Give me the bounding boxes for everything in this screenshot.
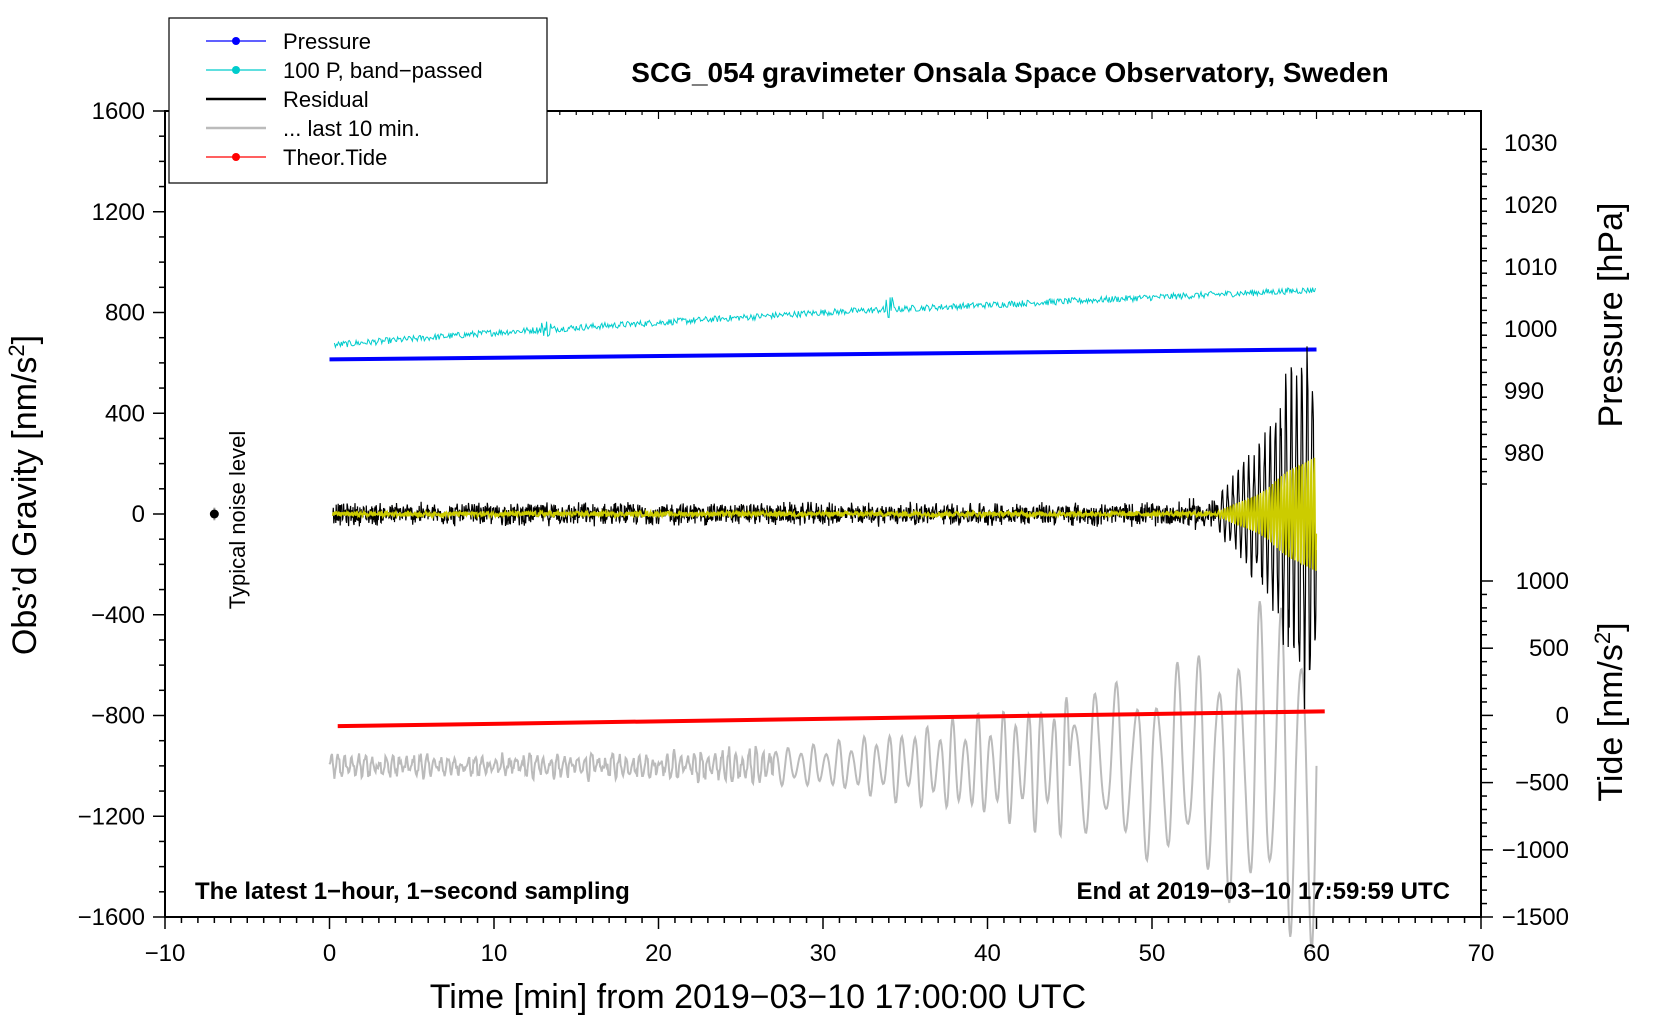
y-tick-label: −1200	[78, 803, 145, 830]
tick-labels: −10 0 10 20 30 40 50 60 70160012008004000−400−80…	[78, 98, 1569, 967]
noise-indicator: Typical noise level	[209, 431, 250, 610]
y-axis-title-gravity-sup: 2	[4, 344, 29, 356]
y-tick-label: −400	[91, 602, 145, 629]
note-end-time: End at 2019−03−10 17:59:59 UTC	[1076, 878, 1450, 905]
tide-tick-label: 1000	[1516, 568, 1569, 595]
legend-label: Theor.Tide	[283, 145, 387, 170]
series-band-passed-pressure	[333, 287, 1316, 349]
y-tick-label: 1600	[92, 98, 145, 125]
pressure-tick-label: 990	[1504, 378, 1544, 405]
x-tick-label: 60	[1303, 940, 1330, 967]
y-axis-title-tide: Tide [nm/s2]	[1590, 622, 1630, 801]
legend-label: Residual	[283, 87, 369, 112]
pressure-tick-label: 1020	[1504, 192, 1557, 219]
y-tick-label: 800	[105, 300, 145, 327]
noise-label: Typical noise level	[225, 431, 250, 610]
chart-title: SCG_054 gravimeter Onsala Space Observat…	[631, 57, 1388, 88]
tide-tick-label: −500	[1515, 770, 1569, 797]
y-axis-title-gravity: Obs’d Gravity [nm/s2]	[4, 335, 44, 655]
data-traces	[328, 287, 1325, 949]
x-tick-label: 20	[645, 940, 672, 967]
series-residual	[332, 346, 1317, 710]
y-tick-label: 0	[132, 501, 145, 528]
y-axis-title-tide-close: ]	[1592, 622, 1630, 631]
x-tick-label: 50	[1139, 940, 1166, 967]
pressure-tick-label: 1030	[1504, 130, 1557, 157]
pressure-tick-label: 980	[1504, 440, 1544, 467]
y-tick-label: −800	[91, 703, 145, 730]
x-tick-label: 40	[974, 940, 1001, 967]
tide-tick-label: −1500	[1502, 904, 1569, 931]
y-axis-title-pressure: Pressure [hPa]	[1592, 203, 1630, 428]
pressure-tick-label: 1010	[1504, 254, 1557, 281]
x-tick-label: 0	[323, 940, 336, 967]
legend-marker	[232, 153, 240, 161]
series-pressure	[329, 347, 1317, 362]
y-tick-label: 400	[105, 400, 145, 427]
series-theor-tide	[337, 709, 1325, 729]
note-sampling: The latest 1−hour, 1−second sampling	[195, 878, 630, 905]
x-tick-label: −10	[145, 940, 186, 967]
legend-items: Pressure 100 P, band−passed Residual ... la…	[206, 29, 483, 170]
legend-box	[168, 17, 548, 184]
legend-marker	[232, 66, 240, 74]
x-axis-title: Time [min] from 2019−03−10 17:00:00 UTC	[430, 978, 1086, 1016]
legend-label: 100 P, band−passed	[283, 58, 483, 83]
y-tick-label: 1200	[92, 199, 145, 226]
legend-marker	[232, 37, 240, 45]
tide-tick-label: 0	[1556, 702, 1569, 729]
x-tick-label: 30	[810, 940, 837, 967]
y-axis-title-gravity-close: ]	[6, 335, 44, 344]
y-tick-label: −1600	[78, 904, 145, 931]
noise-point	[209, 509, 219, 519]
series-last-10-min	[328, 601, 1318, 949]
legend: Pressure 100 P, band−passed Residual ... la…	[168, 17, 548, 184]
y-axis-title-tide-sup: 2	[1590, 632, 1615, 644]
pressure-tick-label: 1000	[1504, 316, 1557, 343]
x-tick-label: 70	[1468, 940, 1495, 967]
legend-label: Pressure	[283, 29, 371, 54]
x-tick-label: 10	[481, 940, 508, 967]
legend-label: ... last 10 min.	[283, 116, 420, 141]
axis-ticks	[153, 110, 1493, 929]
y-axis-title-gravity-text: Obs’d Gravity [nm/s	[6, 357, 44, 656]
y-axis-title-tide-text: Tide [nm/s	[1592, 644, 1630, 801]
series-residual-smoothed	[332, 457, 1318, 571]
tide-tick-label: 500	[1529, 635, 1569, 662]
tide-tick-label: −1000	[1502, 837, 1569, 864]
